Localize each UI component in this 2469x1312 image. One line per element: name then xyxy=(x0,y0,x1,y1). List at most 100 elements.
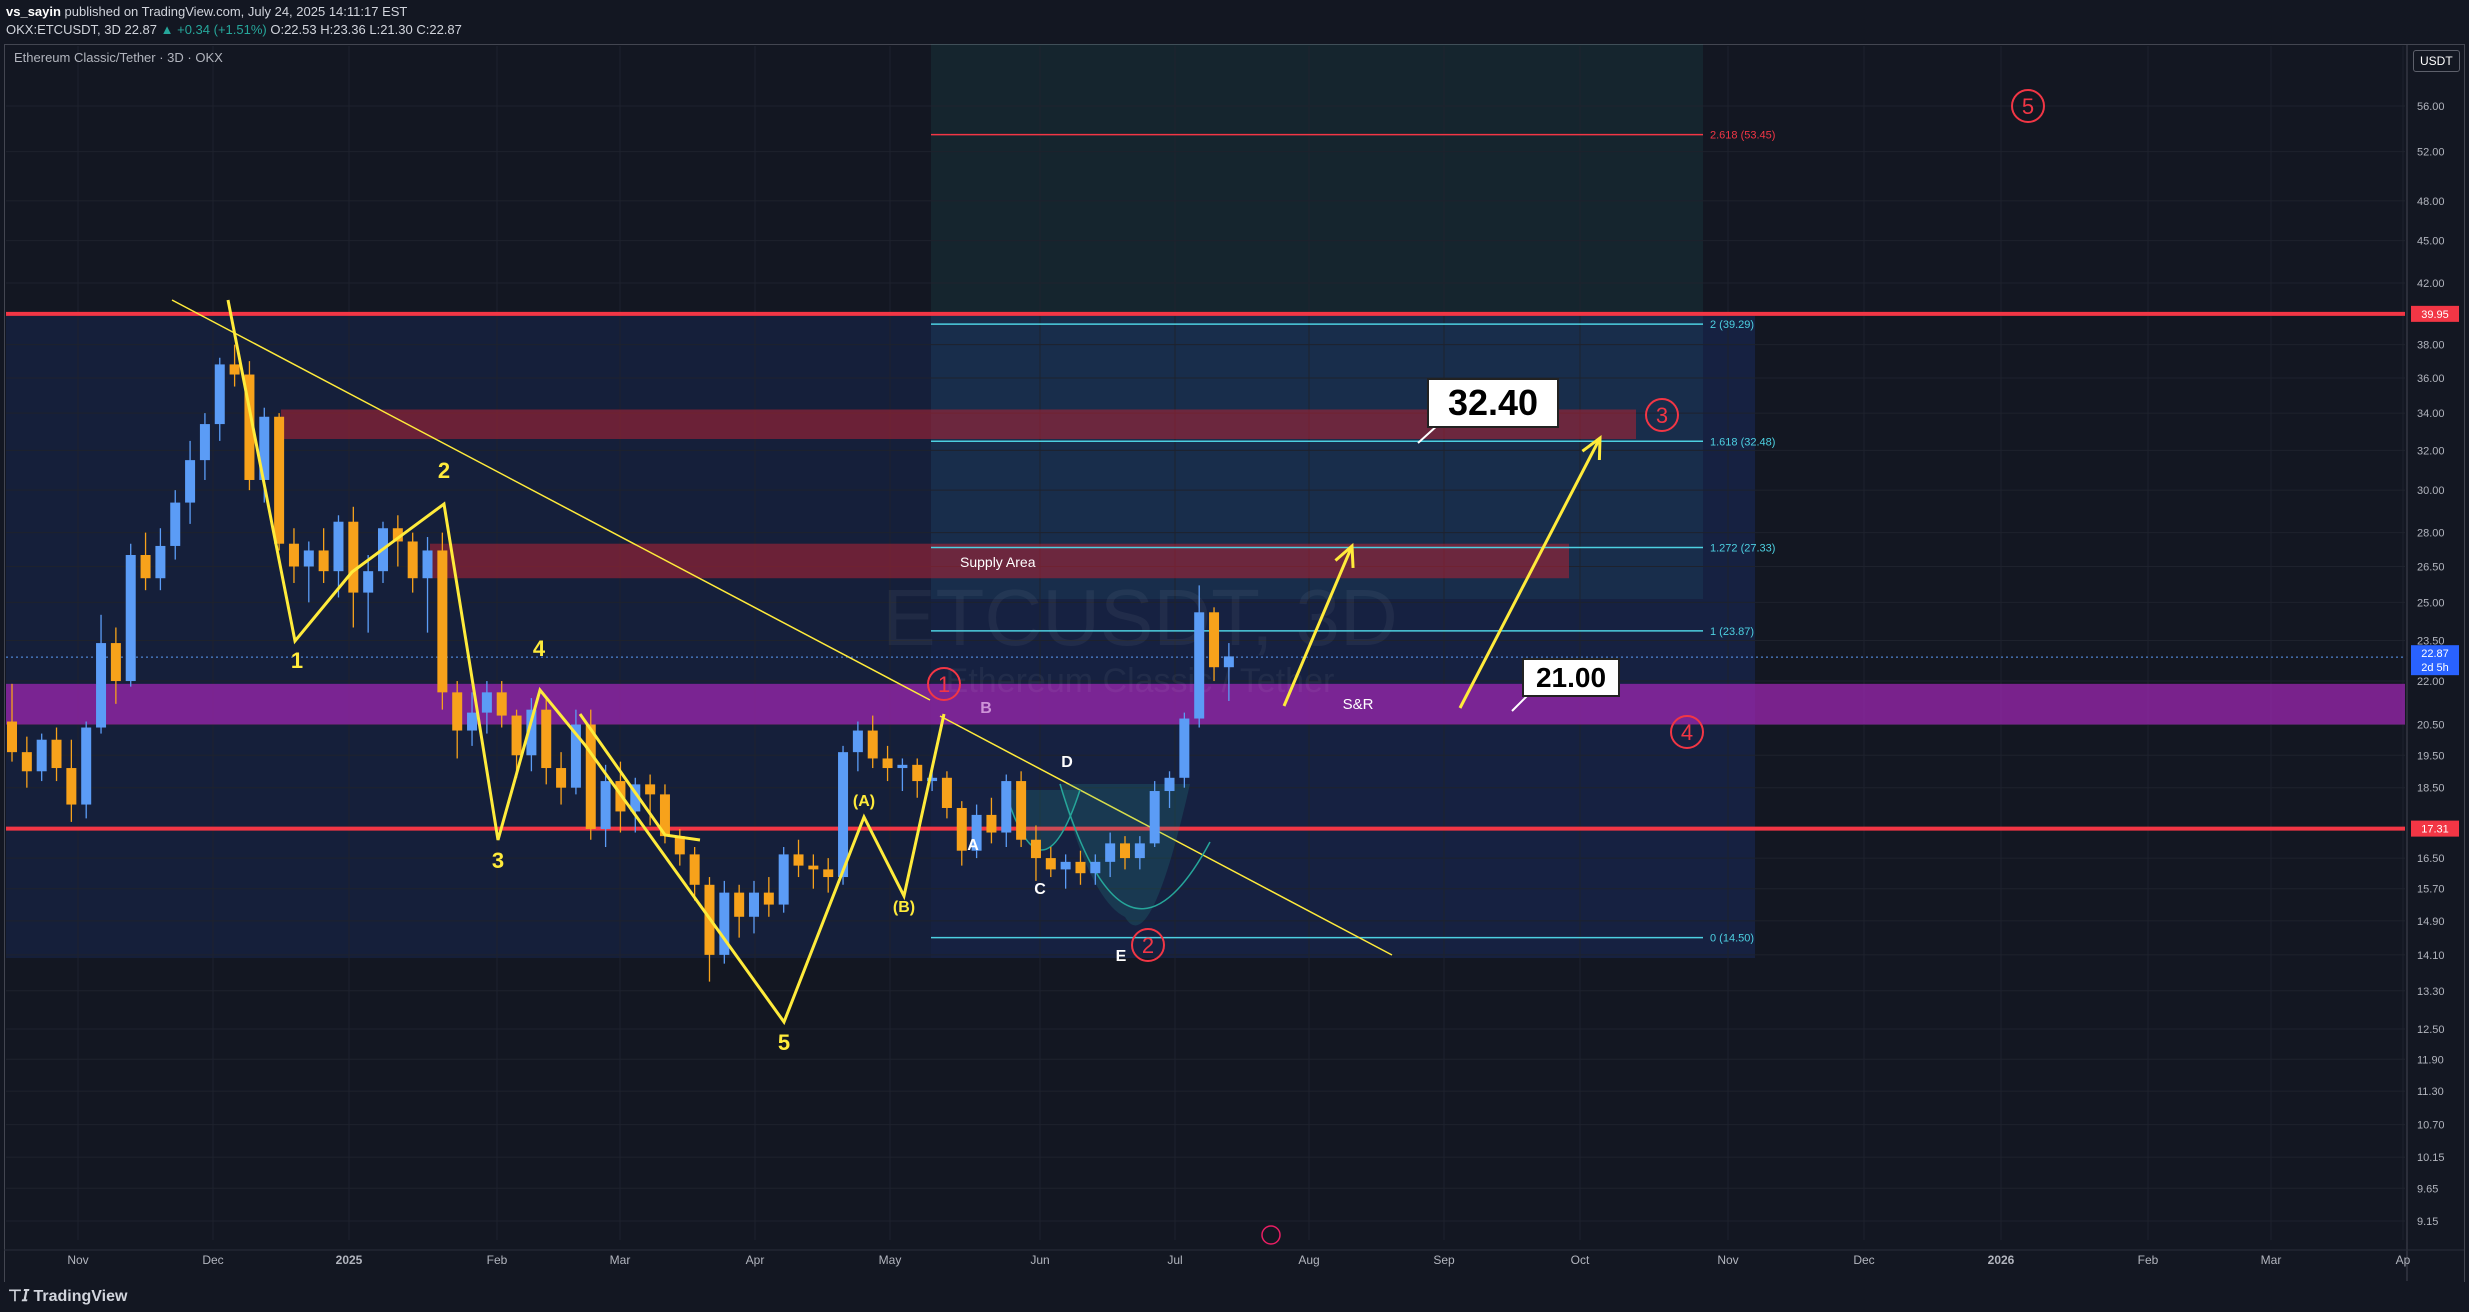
price-axis-tick: 25.00 xyxy=(2417,597,2445,609)
candle xyxy=(689,847,700,901)
candle-body xyxy=(125,555,136,682)
candle xyxy=(1164,771,1175,808)
fib-level-label: 1.272 (27.33) xyxy=(1710,543,1775,555)
candle xyxy=(244,361,255,491)
candle-body xyxy=(1075,861,1086,874)
candle xyxy=(7,683,17,762)
candle xyxy=(1223,643,1234,701)
circled-wave-3-label: 3 xyxy=(1656,403,1668,428)
candle-body xyxy=(96,643,107,728)
time-axis-tick: Dec xyxy=(202,1253,223,1267)
candle-body xyxy=(422,550,433,579)
candle xyxy=(170,490,181,560)
publish-header: vs_sayin published on TradingView.com, J… xyxy=(0,0,2469,42)
candle xyxy=(452,681,463,759)
candle xyxy=(778,847,789,913)
circled-wave-4-label: 4 xyxy=(1681,720,1693,745)
candle-body xyxy=(1164,777,1175,792)
price-tag xyxy=(2411,645,2459,662)
candle-body xyxy=(199,424,210,461)
logo-text: TradingView xyxy=(33,1288,128,1305)
candle-body xyxy=(170,502,181,546)
candle xyxy=(214,357,225,441)
candle-body xyxy=(793,854,804,866)
projection-arrow-short xyxy=(1282,545,1354,707)
candle-body xyxy=(719,892,730,955)
price-axis-tick: 18.50 xyxy=(2417,783,2445,795)
wave-label-D: D xyxy=(1061,754,1073,771)
candle-body xyxy=(867,730,878,759)
price-axis-tick: 23.50 xyxy=(2417,635,2445,647)
candle-body xyxy=(1134,843,1145,859)
tradingview-logo[interactable]: ⊤𝘐 TradingView xyxy=(8,1286,127,1306)
resistance-zone-zone xyxy=(281,409,1636,439)
currency-button[interactable]: USDT xyxy=(2413,50,2460,72)
descending-trendline xyxy=(171,299,931,701)
candle-body xyxy=(229,364,240,375)
candle-body xyxy=(1016,781,1027,840)
time-axis-tick: Mar xyxy=(2261,1253,2282,1267)
author-name[interactable]: vs_sayin xyxy=(6,4,61,19)
circled-wave-2 xyxy=(1131,928,1165,962)
time-axis-tick: Jun xyxy=(1030,1253,1049,1267)
candle xyxy=(422,537,433,633)
price-axis-tick: 11.90 xyxy=(2417,1054,2444,1066)
circled-wave-3 xyxy=(1645,398,1679,432)
candle-body xyxy=(481,692,492,713)
price-axis-tick: 56.00 xyxy=(2417,101,2445,113)
candle xyxy=(645,774,656,826)
candle xyxy=(1030,825,1041,881)
candle xyxy=(81,721,92,819)
candle-body xyxy=(645,784,656,795)
candle xyxy=(318,528,329,583)
candle-body xyxy=(392,528,403,542)
price-axis-tick: 22.00 xyxy=(2417,676,2445,688)
candle-body xyxy=(912,764,923,782)
candle xyxy=(1016,771,1027,848)
candle xyxy=(303,541,314,603)
candle xyxy=(630,777,641,833)
price-axis-tick: 10.15 xyxy=(2417,1152,2445,1164)
candle xyxy=(763,877,774,917)
price-axis-tick: 28.00 xyxy=(2417,528,2445,540)
candle xyxy=(956,801,967,866)
fib-level-label: 1.618 (32.48) xyxy=(1710,436,1775,448)
candle xyxy=(229,344,240,387)
candle-body xyxy=(630,784,641,812)
candle-body xyxy=(897,764,908,769)
candle xyxy=(21,736,32,788)
fib-level-label: 2.618 (53.45) xyxy=(1710,130,1775,142)
price-axis-tick: 26.50 xyxy=(2417,562,2445,574)
candle-body xyxy=(778,854,789,905)
candle-body xyxy=(21,752,32,772)
publish-date: published on TradingView.com, July 24, 2… xyxy=(60,4,408,19)
candle-body xyxy=(511,715,522,756)
candle-body xyxy=(1120,843,1130,859)
chart-frame[interactable] xyxy=(4,44,2465,1283)
wave-label-1: 1 xyxy=(291,648,303,673)
support-value: 21.00 xyxy=(1535,662,1607,693)
price-axis-tick: 12.50 xyxy=(2417,1024,2445,1036)
time-axis-tick: Ap xyxy=(2396,1253,2411,1267)
logo-icon: ⊤𝘐 xyxy=(8,1288,34,1305)
candle xyxy=(867,715,878,769)
candle xyxy=(852,721,863,772)
candle xyxy=(1090,854,1101,885)
candle-body xyxy=(763,892,774,905)
price-axis-tick: 45.00 xyxy=(2417,236,2445,248)
elliott-wave-path xyxy=(226,299,946,1026)
candle-body xyxy=(214,364,225,425)
candle-body xyxy=(1149,791,1160,844)
candle xyxy=(941,771,952,819)
price-axis-tick: 9.15 xyxy=(2417,1216,2438,1228)
wave-label-4: 4 xyxy=(533,636,546,661)
candle xyxy=(570,709,581,795)
candle xyxy=(96,614,107,734)
candle-body xyxy=(1179,718,1190,778)
symbol-info: OKX:ETCUSDT, 3D 22.87 ▲ +0.34 (+1.51%) O… xyxy=(6,22,462,37)
candle-body xyxy=(956,807,967,851)
candle xyxy=(1149,781,1160,848)
candle-body xyxy=(36,739,47,772)
candle xyxy=(140,532,151,591)
